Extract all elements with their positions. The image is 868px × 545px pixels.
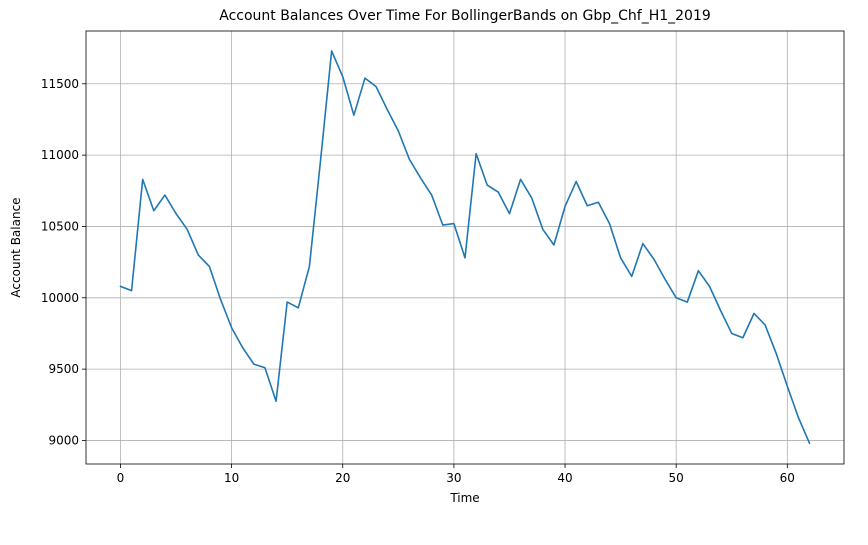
y-axis-label: Account Balance <box>9 197 23 297</box>
x-tick-label: 10 <box>224 471 239 485</box>
x-tick-label: 20 <box>335 471 350 485</box>
x-tick-label: 40 <box>557 471 572 485</box>
y-tick-label: 11000 <box>41 148 79 162</box>
chart-title: Account Balances Over Time For Bollinger… <box>219 8 711 24</box>
x-tick-label: 0 <box>117 471 125 485</box>
x-axis-label: Time <box>449 491 479 505</box>
y-tick-label: 9000 <box>48 433 79 447</box>
x-tick-label: 50 <box>669 471 684 485</box>
ticks: 0 10 20 30 40 50 60 9000 9500 10000 10500 11000 1150… <box>41 77 795 485</box>
plot-frame <box>85 30 845 465</box>
y-tick-label: 9500 <box>48 362 79 376</box>
x-tick-label: 30 <box>446 471 461 485</box>
y-tick-label: 10000 <box>41 291 79 305</box>
y-tick-label: 10500 <box>41 219 79 233</box>
plot-area <box>86 31 844 464</box>
grid <box>86 31 844 464</box>
x-tick-label: 60 <box>780 471 795 485</box>
y-tick-label: 11500 <box>41 77 79 91</box>
series-line <box>119 50 811 445</box>
